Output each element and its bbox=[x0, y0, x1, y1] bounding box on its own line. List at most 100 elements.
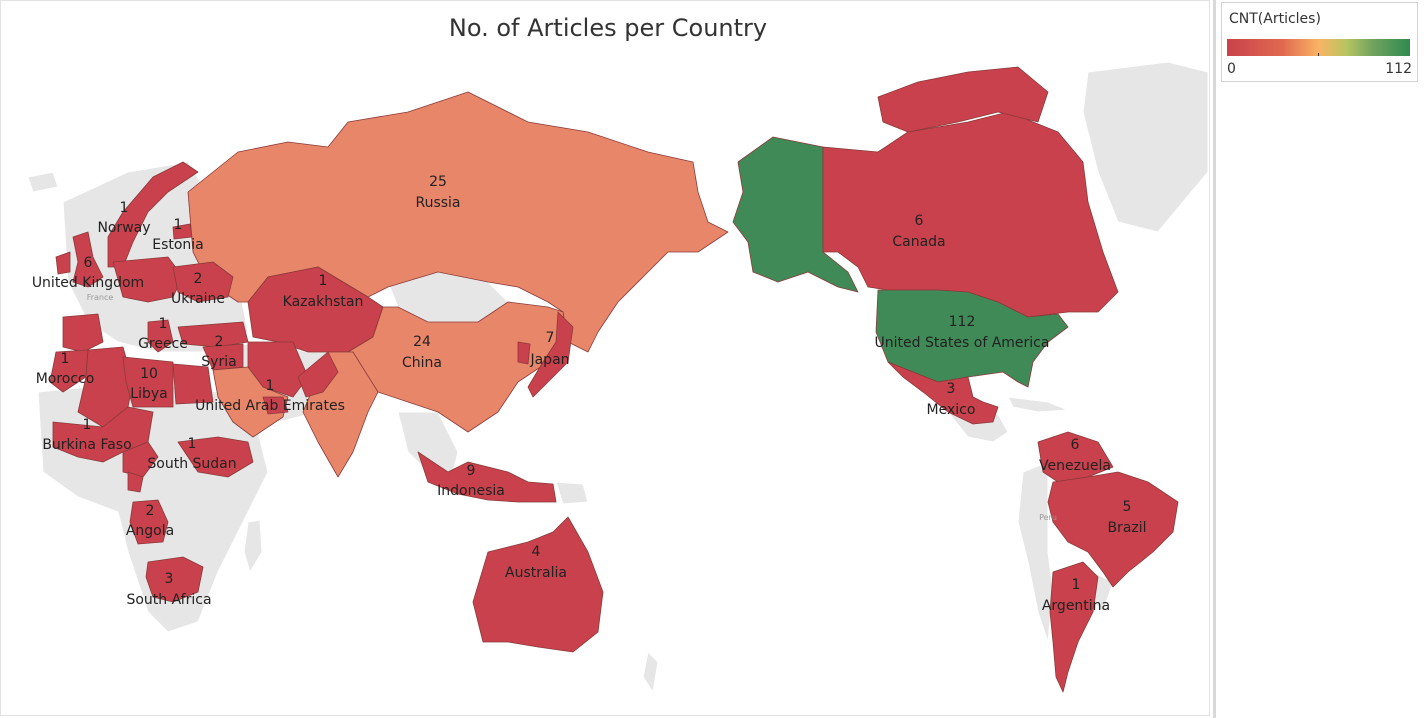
land-nz bbox=[642, 650, 659, 694]
region-egypt[interactable] bbox=[172, 363, 214, 405]
value-label-uk: 6 bbox=[84, 255, 93, 271]
value-label-mexico: 3 bbox=[947, 381, 956, 397]
value-label-greece: 1 bbox=[159, 316, 168, 332]
name-label-indonesia: Indonesia bbox=[437, 483, 505, 499]
region-australia[interactable] bbox=[472, 516, 604, 653]
region-uae[interactable] bbox=[262, 396, 289, 415]
land-png bbox=[555, 481, 589, 505]
legend-center-tick bbox=[1318, 53, 1319, 56]
country-labels: 1 Norway 1 Estonia 6 United Kingdom 2 Uk… bbox=[32, 174, 1147, 614]
region-ireland[interactable] bbox=[55, 251, 71, 275]
map-svg[interactable]: France Peru 1 Norway 1 Estonia 6 United … bbox=[8, 52, 1208, 718]
region-ukraine[interactable] bbox=[172, 261, 234, 303]
region-western-europe[interactable] bbox=[112, 256, 184, 303]
region-estonia[interactable] bbox=[172, 223, 193, 240]
value-label-angola: 2 bbox=[146, 503, 155, 519]
region-canada[interactable] bbox=[822, 111, 1119, 318]
name-label-uk: United Kingdom bbox=[32, 275, 144, 291]
name-label-mexico: Mexico bbox=[927, 402, 976, 418]
value-label-usa: 112 bbox=[949, 314, 976, 330]
name-label-argentina: Argentina bbox=[1042, 598, 1110, 614]
value-label-japan: 7 bbox=[546, 330, 555, 346]
name-label-greece: Greece bbox=[138, 336, 188, 352]
value-label-russia: 25 bbox=[429, 174, 447, 190]
name-label-brazil: Brazil bbox=[1107, 520, 1146, 536]
name-label-ukraine: Ukraine bbox=[171, 291, 225, 307]
value-label-ukraine: 2 bbox=[194, 271, 203, 287]
name-label-south-sudan: South Sudan bbox=[147, 456, 236, 472]
name-label-venezuela: Venezuela bbox=[1039, 458, 1111, 474]
name-label-libya: Libya bbox=[130, 386, 167, 402]
region-angola[interactable] bbox=[129, 499, 169, 545]
region-pakistan[interactable] bbox=[297, 351, 339, 398]
value-label-burkina-faso: 1 bbox=[83, 417, 92, 433]
legend-max-label: 112 bbox=[1385, 61, 1412, 77]
name-label-norway: Norway bbox=[97, 220, 150, 236]
region-venezuela[interactable] bbox=[1037, 431, 1114, 483]
value-label-canada: 6 bbox=[915, 213, 924, 229]
name-label-south-africa: South Africa bbox=[126, 592, 211, 608]
region-greece[interactable] bbox=[147, 319, 174, 353]
land-caribbean bbox=[1007, 396, 1069, 413]
name-label-angola: Angola bbox=[126, 523, 174, 539]
data-countries bbox=[49, 66, 1179, 693]
name-label-uae: United Arab Emirates bbox=[195, 398, 345, 414]
name-label-australia: Australia bbox=[505, 565, 567, 581]
value-label-argentina: 1 bbox=[1072, 577, 1081, 593]
legend-gradient-bar bbox=[1227, 39, 1410, 56]
region-brazil[interactable] bbox=[1047, 471, 1179, 588]
region-south-africa[interactable] bbox=[145, 556, 204, 603]
value-label-syria: 2 bbox=[215, 334, 224, 350]
legend-min-label: 0 bbox=[1227, 61, 1236, 77]
region-morocco[interactable] bbox=[49, 349, 89, 393]
region-iberia[interactable] bbox=[62, 313, 104, 353]
region-libya[interactable] bbox=[122, 356, 174, 408]
name-label-morocco: Morocco bbox=[36, 371, 95, 387]
region-canada-islands[interactable] bbox=[877, 66, 1049, 133]
value-label-estonia: 1 bbox=[174, 217, 183, 233]
name-label-canada: Canada bbox=[892, 234, 945, 250]
name-label-syria: Syria bbox=[201, 354, 236, 370]
name-label-russia: Russia bbox=[415, 195, 460, 211]
name-label-kazakhstan: Kazakhstan bbox=[283, 294, 364, 310]
land-madagascar bbox=[243, 519, 263, 574]
name-label-burkina-faso: Burkina Faso bbox=[42, 437, 131, 453]
region-korea[interactable] bbox=[517, 341, 531, 365]
region-nigeria[interactable] bbox=[122, 441, 159, 478]
value-label-kazakhstan: 1 bbox=[319, 273, 328, 289]
region-arabia[interactable] bbox=[212, 366, 289, 438]
value-label-morocco: 1 bbox=[61, 351, 70, 367]
value-label-china: 24 bbox=[413, 334, 431, 350]
region-south-sudan[interactable] bbox=[177, 436, 254, 478]
value-label-libya: 10 bbox=[140, 366, 158, 382]
map-label-france: France bbox=[87, 293, 114, 302]
legend-title: CNT(Articles) bbox=[1229, 11, 1321, 27]
map-label-peru: Peru bbox=[1039, 513, 1057, 522]
region-indonesia[interactable] bbox=[417, 451, 557, 503]
land-greenland bbox=[1082, 61, 1208, 233]
name-label-estonia: Estonia bbox=[152, 237, 204, 253]
region-argentina[interactable] bbox=[1049, 561, 1099, 693]
value-label-australia: 4 bbox=[532, 544, 541, 560]
color-legend[interactable]: CNT(Articles) 0 112 bbox=[1221, 2, 1418, 82]
region-mexico[interactable] bbox=[887, 361, 999, 425]
pane-divider[interactable] bbox=[1213, 0, 1216, 718]
name-label-china: China bbox=[402, 355, 442, 371]
map-view[interactable]: France Peru 1 Norway 1 Estonia 6 United … bbox=[8, 52, 1208, 718]
region-japan[interactable] bbox=[527, 311, 574, 398]
region-syria[interactable] bbox=[202, 343, 244, 371]
value-label-indonesia: 9 bbox=[467, 463, 476, 479]
name-label-japan: Japan bbox=[529, 352, 569, 368]
value-label-venezuela: 6 bbox=[1071, 437, 1080, 453]
value-label-norway: 1 bbox=[120, 200, 129, 216]
value-label-south-africa: 3 bbox=[165, 571, 174, 587]
region-cameroon[interactable] bbox=[127, 471, 144, 493]
value-label-uae: 1 bbox=[266, 378, 275, 394]
map-title: No. of Articles per Country bbox=[448, 14, 768, 42]
region-uk[interactable] bbox=[72, 231, 104, 288]
land-iceland bbox=[27, 171, 59, 193]
value-label-south-sudan: 1 bbox=[188, 436, 197, 452]
name-label-usa: United States of America bbox=[875, 335, 1050, 351]
value-label-brazil: 5 bbox=[1123, 499, 1132, 515]
